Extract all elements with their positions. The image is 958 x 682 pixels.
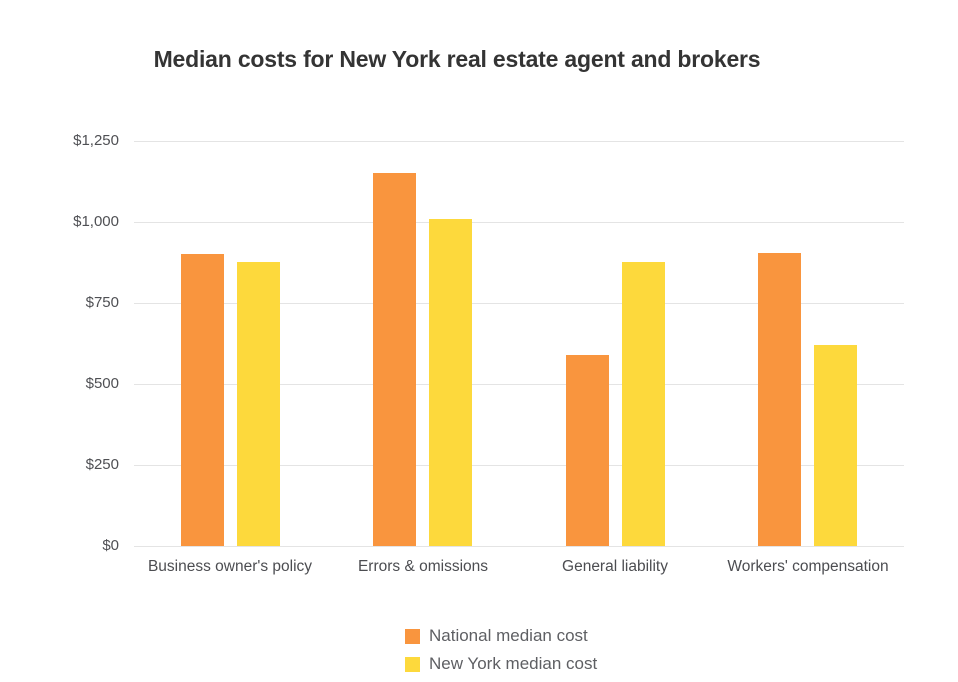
y-tick-label-1000: $1,000: [73, 213, 119, 230]
legend-label: New York median cost: [429, 654, 598, 673]
y-tick-label-500: $500: [85, 375, 119, 392]
legend-item-national-median-cost: National median cost: [405, 622, 597, 650]
bar-new-york-median-cost-errors-omissions: [429, 219, 472, 546]
gridline-1250: [134, 141, 904, 142]
x-category-label-business-owner-s-policy: Business owner's policy: [147, 558, 313, 575]
bar-new-york-median-cost-business-owner-s-policy: [237, 262, 280, 546]
bar-national-median-cost-business-owner-s-policy: [181, 254, 224, 546]
chart-title: Median costs for New York real estate ag…: [153, 46, 761, 72]
legend-swatch-icon: [405, 628, 420, 644]
legend-item-new-york-median-cost: New York median cost: [405, 650, 597, 678]
gridline-250: [134, 465, 904, 466]
gridline-750: [134, 303, 904, 304]
gridline-1000: [134, 222, 904, 223]
bar-national-median-cost-general-liability: [566, 355, 609, 546]
y-tick-label-1250: $1,250: [73, 132, 119, 149]
bar-new-york-median-cost-general-liability: [622, 262, 665, 546]
plot-area: [134, 141, 904, 547]
bar-national-median-cost-errors-omissions: [373, 173, 416, 546]
gridline-0: [134, 546, 904, 547]
legend-swatch-icon: [405, 656, 420, 672]
bar-new-york-median-cost-workers-compensation: [814, 345, 857, 546]
bar-national-median-cost-workers-compensation: [758, 253, 801, 546]
legend-label: National median cost: [429, 626, 588, 645]
y-tick-label-750: $750: [85, 294, 119, 311]
legend: National median cost New York median cost: [405, 622, 597, 678]
x-category-label-workers-compensation: Workers' compensation: [727, 558, 889, 575]
x-category-label-errors-omissions: Errors & omissions: [357, 558, 489, 575]
x-category-label-general-liability: General liability: [562, 558, 668, 575]
gridline-500: [134, 384, 904, 385]
y-tick-label-250: $250: [85, 456, 119, 473]
y-tick-label-0: $0: [102, 537, 119, 554]
